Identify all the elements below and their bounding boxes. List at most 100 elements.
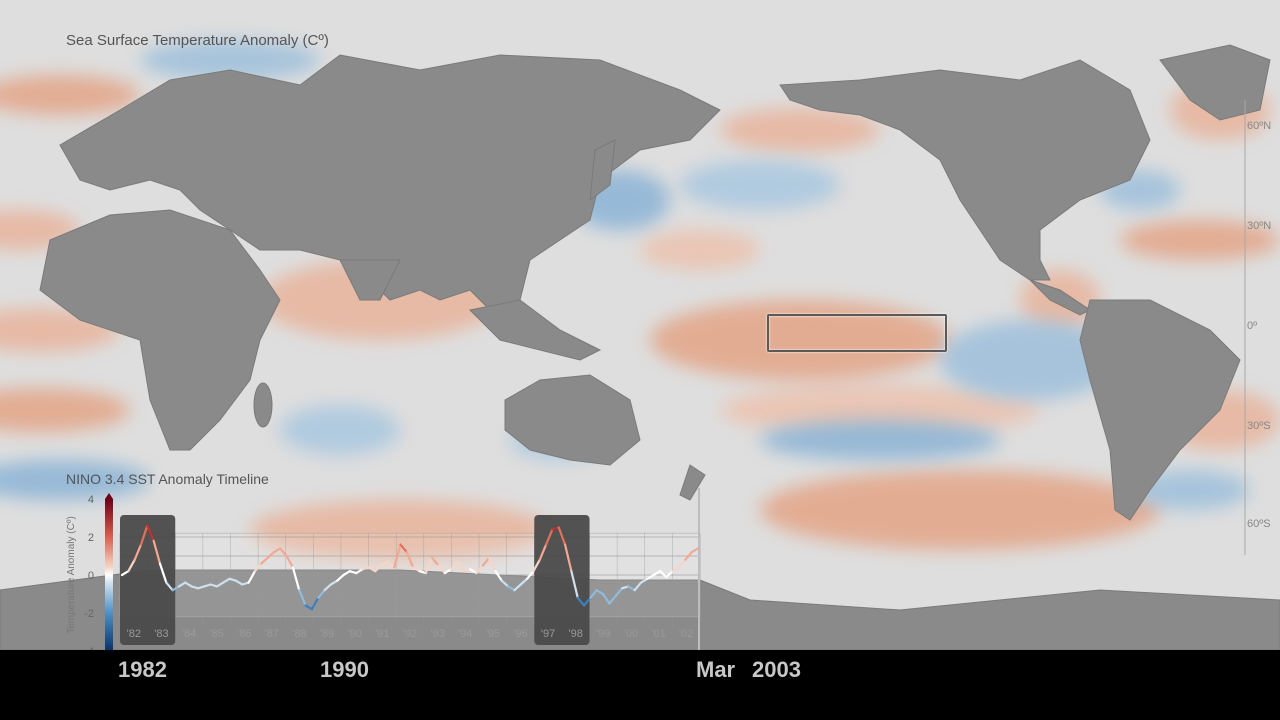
series-segment	[405, 551, 415, 569]
year-tick-label: '89	[320, 628, 334, 640]
lat-label-30s: 30ºS	[1247, 420, 1271, 432]
series-segment	[538, 543, 548, 561]
series-segment	[614, 587, 624, 598]
series-segment	[671, 566, 681, 573]
lat-label-60s: 60ºS	[1247, 518, 1271, 530]
series-segment	[677, 558, 687, 569]
series-segment	[431, 556, 440, 567]
series-segment	[146, 524, 155, 542]
eurasia	[59, 54, 721, 311]
series-segment	[399, 543, 408, 554]
central-america	[1029, 279, 1091, 316]
series-segment	[342, 570, 351, 577]
series-segment	[620, 585, 630, 590]
series-segment	[196, 585, 206, 590]
greenland	[1159, 44, 1271, 121]
new-zealand	[679, 464, 706, 501]
series-segment	[595, 589, 605, 596]
lat-label-30n: 30ºN	[1247, 220, 1272, 232]
series-segment	[519, 577, 529, 586]
year-tick-label: '91	[375, 628, 389, 640]
series-segment	[247, 570, 257, 584]
series-segment	[361, 566, 370, 571]
series-segment	[393, 543, 402, 569]
colorbar	[105, 499, 113, 651]
series-segment	[386, 560, 396, 569]
series-segment	[127, 558, 136, 573]
nino34-region-box	[767, 314, 947, 352]
current-year-label: 2003	[752, 657, 801, 682]
series-segment	[576, 596, 586, 607]
date-bar	[0, 650, 1280, 720]
series-segment	[488, 556, 497, 573]
series-segment	[507, 585, 516, 592]
year-tick-label: '82	[127, 628, 141, 640]
tick-year-label: 1990	[320, 657, 369, 682]
nino-timeline-chart: 420-2-4Temperature Anomaly (Cº)'82'83'84…	[66, 493, 701, 658]
year-tick-label: '98	[569, 628, 583, 640]
series-segment	[563, 543, 573, 573]
land-masses	[0, 44, 1280, 650]
colorbar-tick-label: 4	[88, 494, 94, 506]
series-segment	[443, 568, 453, 575]
year-tick-label: '88	[292, 628, 306, 640]
north-america	[779, 59, 1151, 281]
madagascar	[253, 382, 273, 428]
lat-label-0: 0º	[1247, 320, 1258, 332]
series-segment	[608, 594, 617, 605]
series-segment	[310, 596, 320, 611]
start-year-label: 1982	[118, 657, 167, 682]
series-segment	[152, 539, 162, 565]
year-tick-label: '00	[624, 628, 638, 640]
series-segment	[158, 562, 168, 584]
series-segment	[665, 570, 674, 579]
india	[339, 259, 401, 301]
australia	[504, 374, 641, 466]
colorbar-tick-label: -2	[84, 608, 94, 620]
year-tick-label: '92	[403, 628, 417, 640]
series-segment	[209, 583, 219, 588]
year-tick-label: '90	[348, 628, 362, 640]
year-tick-label: '96	[513, 628, 527, 640]
series-segment	[544, 528, 554, 546]
series-segment	[570, 570, 579, 599]
series-segment	[684, 551, 693, 561]
colorbar-tick-label: 2	[88, 532, 94, 544]
series-segment	[133, 543, 143, 561]
series-segment	[557, 526, 567, 546]
series-segment	[525, 570, 535, 580]
series-segment	[424, 556, 434, 575]
year-tick-label: '99	[596, 628, 610, 640]
series-segment	[171, 585, 181, 592]
series-segment	[652, 570, 662, 577]
series-segment	[690, 547, 700, 554]
series-segment	[298, 589, 307, 607]
series-segment	[291, 566, 301, 592]
sst-anomaly-map: Sea Surface Temperature Anomaly (Cº) 60º…	[0, 32, 1280, 650]
series-segment	[639, 577, 649, 584]
year-tick-label: '02	[679, 628, 693, 640]
series-segment	[317, 589, 326, 599]
series-segment	[285, 554, 295, 569]
series-segment	[241, 581, 250, 586]
series-segment	[658, 570, 668, 579]
map-title: Sea Surface Temperature Anomaly (Cº)	[66, 32, 329, 49]
timeline-cursor	[698, 488, 700, 670]
series-segment	[234, 579, 244, 586]
south-america	[1079, 299, 1241, 521]
series-segment	[627, 585, 636, 592]
series-segment	[323, 583, 332, 592]
series-segment	[177, 581, 187, 588]
series-segment	[450, 560, 459, 571]
series-segment	[475, 564, 484, 575]
series-segment	[633, 581, 643, 592]
colorbar-axis-label: Temperature Anomaly (Cº)	[66, 516, 77, 634]
colorbar-tick-label: 0	[88, 570, 94, 582]
series-segment	[215, 581, 225, 588]
series-segment	[120, 570, 130, 577]
year-tick-label: '95	[486, 628, 500, 640]
lat-label-60n: 60ºN	[1247, 120, 1272, 132]
series-segment	[222, 577, 231, 584]
current-month-label: Mar	[696, 657, 736, 682]
map-canvas	[0, 40, 1280, 650]
